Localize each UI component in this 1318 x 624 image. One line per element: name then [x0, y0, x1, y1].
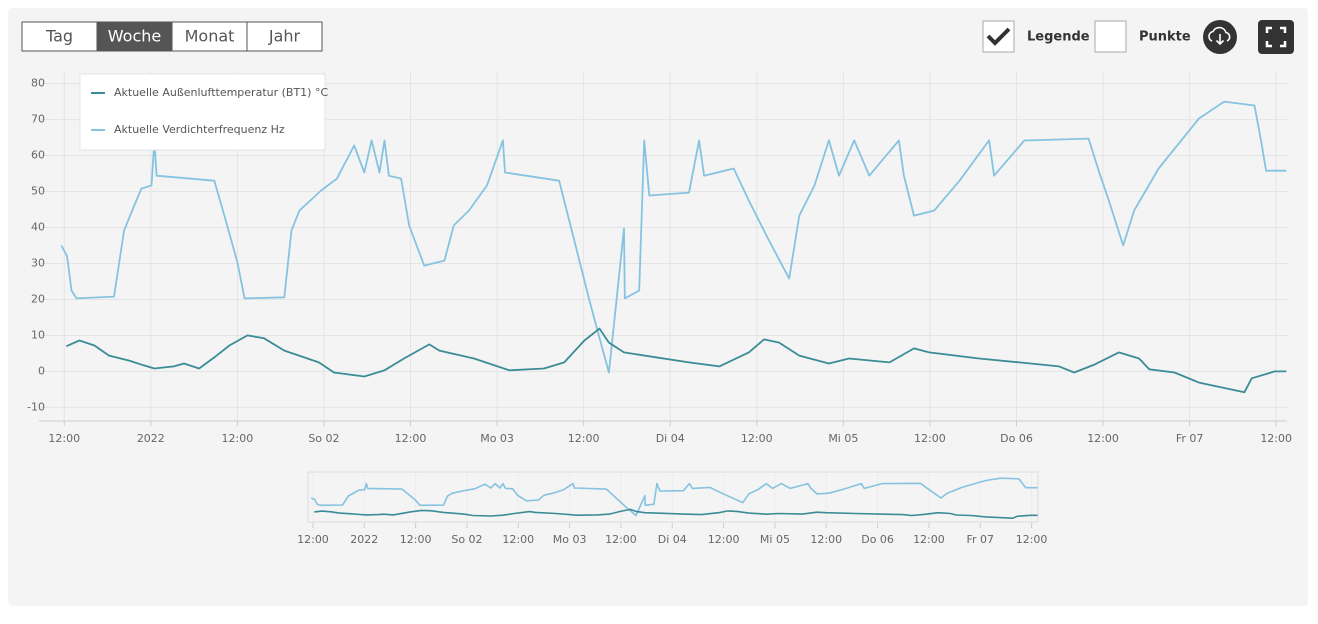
x-tick-label: 12:00: [395, 432, 427, 445]
x-tick-label: 12:00: [1087, 432, 1119, 445]
toolbar: Tag Woche Monat Jahr Legende Punkte: [21, 20, 1191, 53]
plot: -10 0 10 20 30 40 50 60 70 80 12:00 12:00 2022 2022 12…: [27, 71, 1292, 546]
x-tick-label: 12:00: [708, 533, 740, 546]
range-label[interactable]: Monat: [185, 27, 235, 46]
legend-label: Aktuelle Verdichterfrequenz Hz: [114, 123, 285, 136]
x-tick-label: Di 04: [658, 533, 687, 546]
x-tick-label: Mi 05: [760, 533, 790, 546]
checkbox-label[interactable]: Punkte: [1139, 30, 1191, 45]
panel: [8, 8, 1308, 606]
x-tick-label: 12:00: [810, 533, 842, 546]
y-tick-label: 30: [31, 256, 45, 269]
x-tick-label: 12:00: [297, 533, 329, 546]
x-tick-label: Mi 05: [828, 432, 858, 445]
x-tick-label: 12:00: [502, 533, 534, 546]
x-tick-label: 2022: [137, 432, 165, 445]
x-tick-label: 12:00: [914, 432, 946, 445]
x-tick-label: 12:00: [222, 432, 254, 445]
y-tick-label: 70: [31, 113, 45, 126]
navigator-line: [310, 477, 1038, 517]
x-tick-label: 12:00: [741, 432, 773, 445]
x-tick-label: 12:00: [913, 533, 945, 546]
series-line: [60, 100, 1287, 374]
y-tick-label: 10: [31, 328, 45, 341]
x-tick-label: 12:00: [568, 432, 600, 445]
y-tick-label: 0: [38, 364, 45, 377]
y-tick-label: 50: [31, 185, 45, 198]
x-tick-label: Mo 03: [553, 533, 587, 546]
checkmark: [986, 27, 1011, 46]
x-tick-label: Mo 03: [480, 432, 514, 445]
x-tick-label: 12:00: [1016, 533, 1048, 546]
x-tick-label: Fr 07: [1176, 432, 1204, 445]
range-label[interactable]: Tag: [45, 27, 73, 46]
y-tick-label: 40: [31, 221, 45, 234]
x-tick-label: 12:00: [400, 533, 432, 546]
legend: Aktuelle Außenlufttemperatur (BT1) °C Akt…: [79, 73, 328, 151]
x-tick-label: 12:00: [605, 533, 637, 546]
y-tick-label: 80: [31, 77, 45, 90]
range-label[interactable]: Woche: [108, 27, 161, 46]
y-tick-label: 20: [31, 292, 45, 305]
x-tick-label: Di 04: [656, 432, 685, 445]
x-tick-label: 12:00: [48, 432, 80, 445]
checkbox[interactable]: [1094, 20, 1127, 53]
x-tick-label: 12:00: [1260, 432, 1292, 445]
legend-label: Aktuelle Außenlufttemperatur (BT1) °C: [114, 86, 328, 99]
navigator-frame: [307, 471, 1039, 523]
x-tick-label: So 02: [451, 533, 482, 546]
x-tick-label: Fr 07: [966, 533, 994, 546]
fullscreen-button[interactable]: [1258, 20, 1294, 54]
y-tick-label: -10: [27, 400, 45, 413]
x-tick-label: Do 06: [861, 533, 894, 546]
range-button[interactable]: [171, 21, 248, 52]
range-label[interactable]: Jahr: [268, 27, 301, 46]
x-tick-label: 2022: [350, 533, 378, 546]
navigator-line: [314, 508, 1038, 519]
series-line: [66, 327, 1287, 394]
x-tick-label: So 02: [308, 432, 339, 445]
x-tick-label: Do 06: [1000, 432, 1033, 445]
download-button[interactable]: [1203, 20, 1237, 54]
y-tick-label: 60: [31, 149, 45, 162]
checkbox-label[interactable]: Legende: [1027, 30, 1090, 45]
range-button[interactable]: [246, 21, 323, 52]
